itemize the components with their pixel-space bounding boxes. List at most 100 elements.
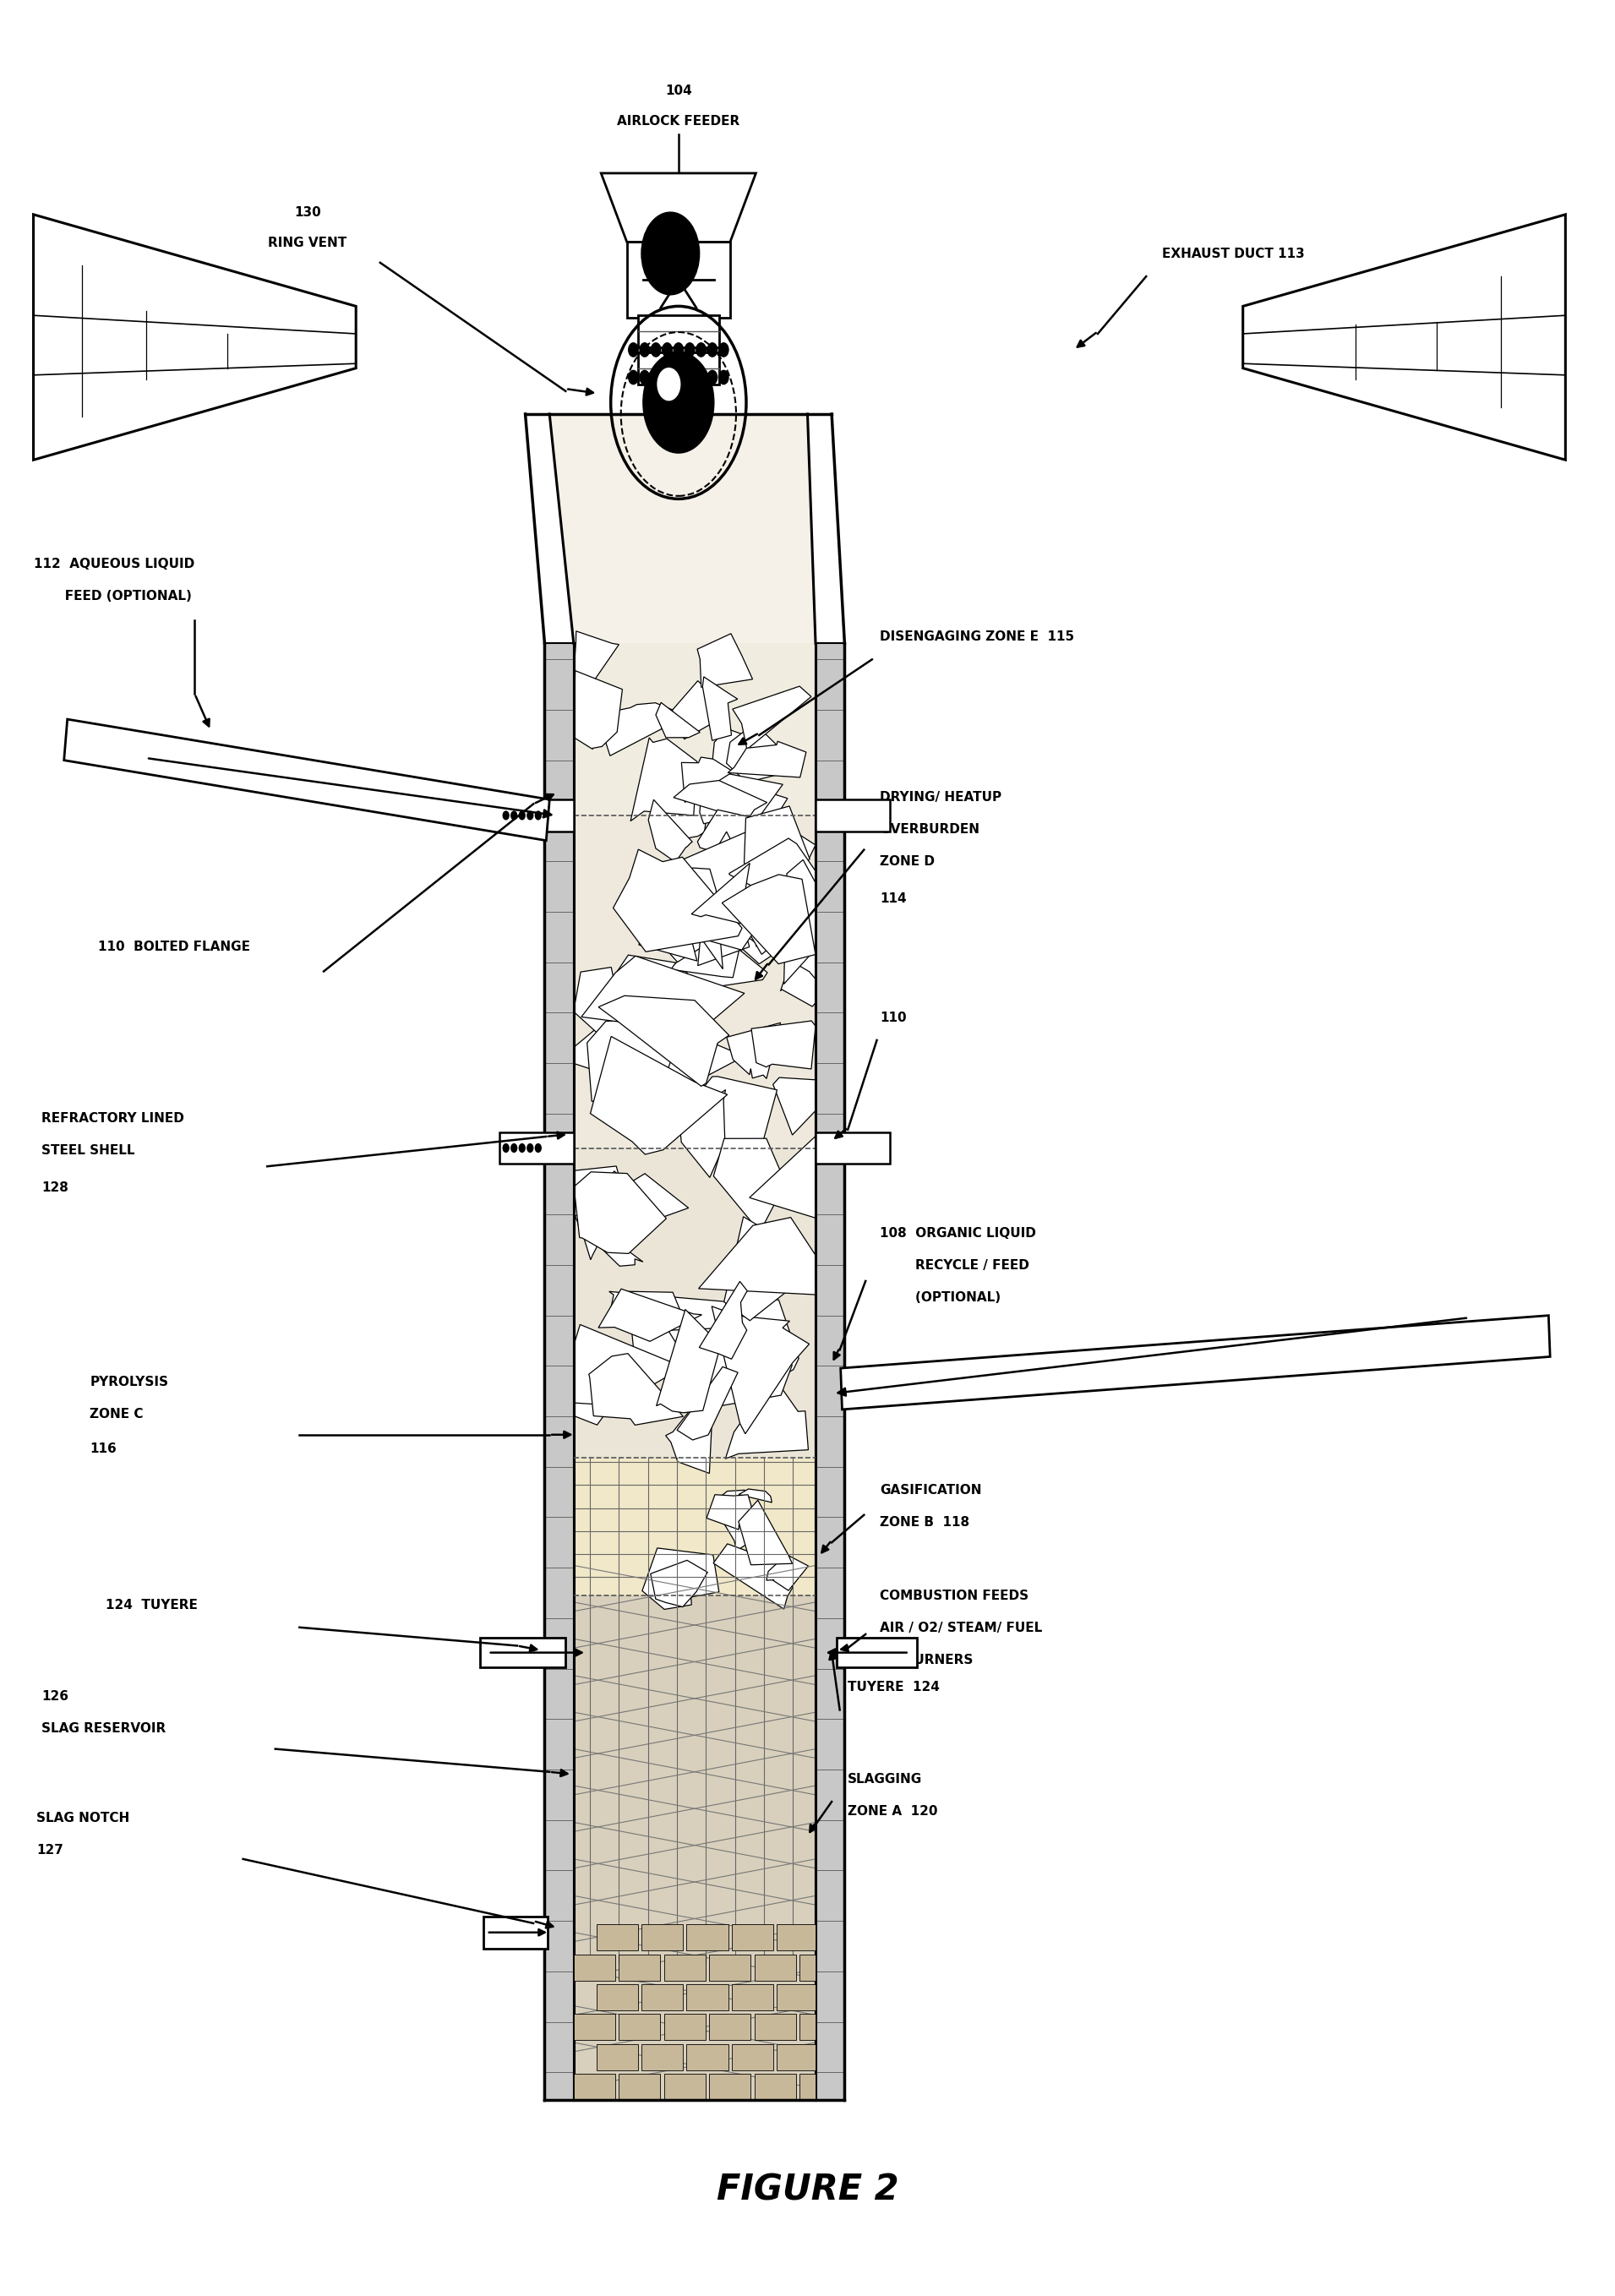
Bar [664,1954,706,1981]
Polygon shape [751,1022,816,1070]
Polygon shape [699,769,783,831]
Text: 112  AQUEOUS LIQUID: 112 AQUEOUS LIQUID [34,558,194,569]
Text: 126: 126 [42,1690,68,1704]
Text: GASIFICATION: GASIFICATION [880,1483,982,1497]
Circle shape [640,342,649,356]
Text: 116: 116 [90,1442,116,1456]
Polygon shape [740,882,803,955]
Bar [664,2014,706,2041]
Polygon shape [573,631,619,705]
Polygon shape [725,1378,808,1458]
Bar [573,1954,615,1981]
Bar [816,799,890,831]
Bar [837,1637,917,1667]
Polygon shape [717,776,788,836]
Circle shape [510,1143,517,1153]
Text: 108  ORGANIC LIQUID: 108 ORGANIC LIQUID [880,1226,1037,1240]
Polygon shape [589,1355,683,1426]
Polygon shape [648,799,693,861]
Polygon shape [670,820,816,900]
Polygon shape [599,1288,703,1341]
Polygon shape [1244,214,1565,459]
Polygon shape [816,643,845,2101]
Polygon shape [628,1290,685,1384]
Circle shape [707,370,717,383]
Bar [573,815,816,1148]
Polygon shape [782,886,816,1006]
Bar [709,2014,751,2041]
Polygon shape [630,737,698,822]
Polygon shape [661,868,724,969]
Polygon shape [769,909,816,955]
Bar [641,1924,683,1952]
Polygon shape [614,850,741,953]
Circle shape [535,1143,541,1153]
Bar [480,1637,565,1667]
Polygon shape [601,172,756,241]
Bar [638,351,719,383]
Bar [732,1984,774,2011]
Bar [619,1954,661,1981]
Polygon shape [745,806,809,893]
Text: REFRACTORY LINED: REFRACTORY LINED [42,1111,184,1125]
Polygon shape [654,921,767,990]
Polygon shape [699,1217,816,1295]
Polygon shape [680,1091,725,1178]
Polygon shape [617,955,677,999]
Polygon shape [714,1139,785,1233]
Polygon shape [573,696,615,737]
Text: RING VENT: RING VENT [268,236,347,248]
Polygon shape [749,1137,816,1219]
Bar [686,2043,728,2071]
Polygon shape [573,670,622,748]
Polygon shape [573,1166,627,1219]
Polygon shape [599,996,728,1086]
Text: 130: 130 [294,207,321,218]
Text: (OPTIONAL): (OPTIONAL) [880,1290,1001,1304]
Bar [641,2043,683,2071]
Polygon shape [652,781,711,843]
Polygon shape [728,742,806,778]
Polygon shape [580,1173,688,1238]
Polygon shape [690,1320,761,1387]
Polygon shape [707,1495,756,1529]
Polygon shape [573,1352,617,1426]
Bar [754,1954,796,1981]
Polygon shape [575,1212,643,1265]
Polygon shape [712,728,754,794]
Circle shape [719,370,728,383]
Bar [732,1924,774,1952]
Polygon shape [682,758,733,801]
Circle shape [685,342,694,356]
Circle shape [662,342,672,356]
Polygon shape [573,1187,622,1261]
Circle shape [685,370,694,383]
Text: TUYERE  124: TUYERE 124 [848,1681,940,1694]
Circle shape [643,351,714,452]
Bar [799,2014,816,2041]
Bar [641,1984,683,2011]
Polygon shape [581,955,745,1031]
Text: DISENGAGING ZONE E  115: DISENGAGING ZONE E 115 [880,631,1074,643]
Circle shape [628,370,638,383]
Polygon shape [767,1554,809,1591]
Polygon shape [549,413,816,643]
Text: 110: 110 [880,1013,906,1024]
Polygon shape [573,1171,667,1254]
Polygon shape [703,677,738,742]
Text: SLAGGING: SLAGGING [848,1773,922,1786]
Polygon shape [840,1316,1550,1410]
Polygon shape [673,781,767,822]
Polygon shape [724,1217,803,1320]
Bar [754,2073,796,2101]
Text: 124  TUYERE: 124 TUYERE [107,1598,199,1612]
Text: 114: 114 [880,893,906,905]
Polygon shape [780,953,816,992]
Circle shape [526,810,533,820]
Text: ZONE C: ZONE C [90,1407,144,1421]
Circle shape [657,367,680,400]
Circle shape [719,342,728,356]
Bar [573,2073,615,2101]
Polygon shape [783,859,816,985]
Circle shape [526,1143,533,1153]
